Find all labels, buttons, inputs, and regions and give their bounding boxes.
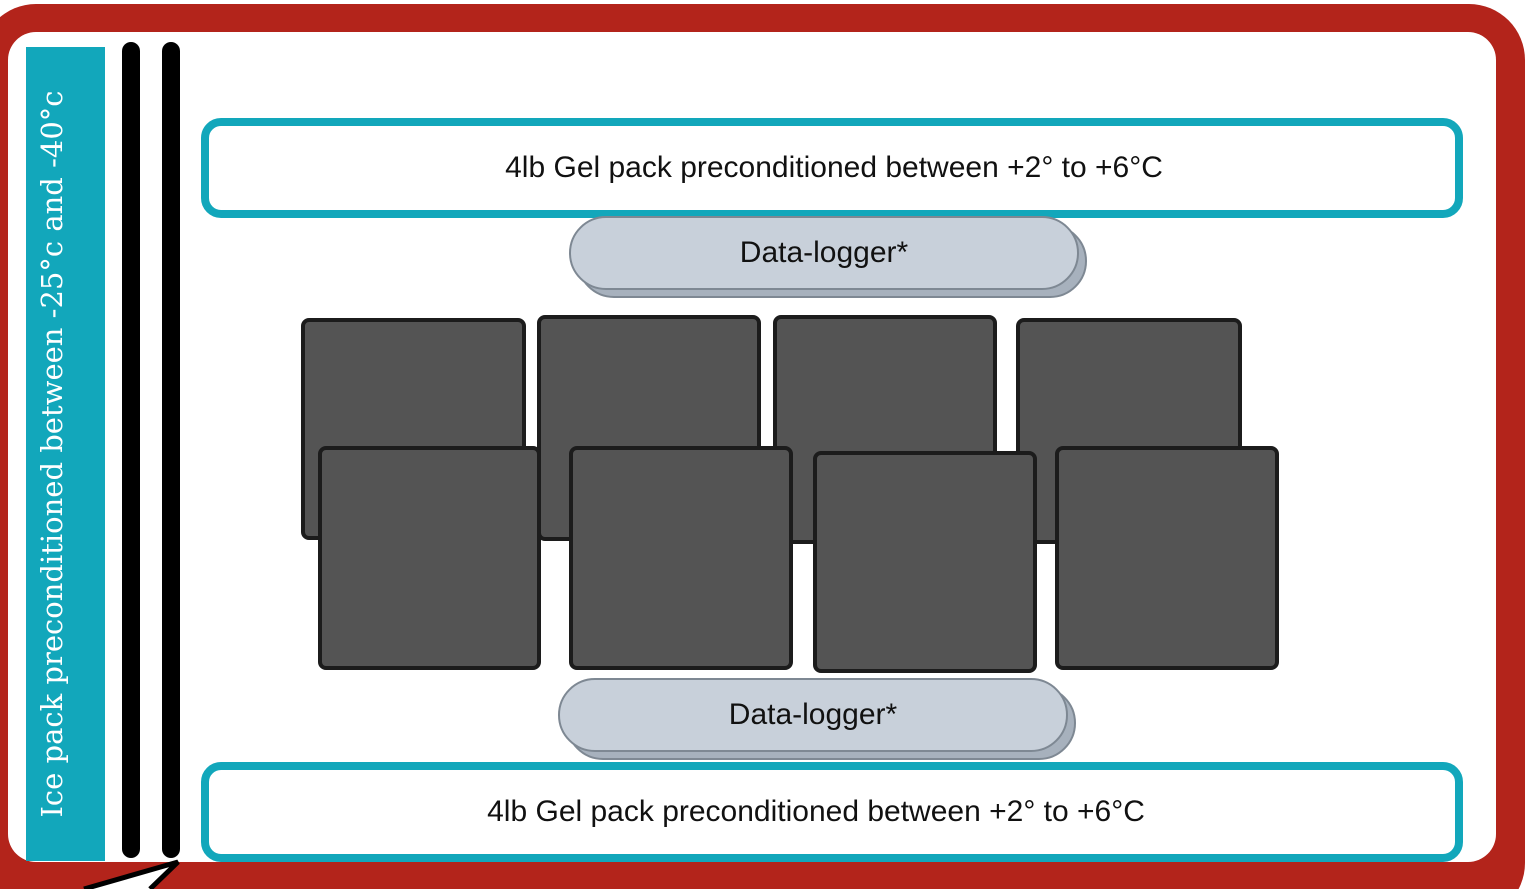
product-box-front-1 xyxy=(318,446,541,670)
data-logger-bottom-body: Data-logger* xyxy=(558,678,1068,752)
ice-pack-label: Ice pack preconditioned between -25°c an… xyxy=(35,90,69,818)
gel-pack-bottom-label: 4lb Gel pack preconditioned between +2° … xyxy=(487,795,1145,828)
data-logger-top: Data-logger* xyxy=(569,216,1087,298)
ice-pack xyxy=(26,47,105,861)
gel-pack-top: 4lb Gel pack preconditioned between +2° … xyxy=(201,118,1463,218)
data-logger-top-label: Data-logger* xyxy=(739,236,909,269)
gel-pack-bottom: 4lb Gel pack preconditioned between +2° … xyxy=(201,762,1463,862)
product-box-front-4 xyxy=(1055,446,1279,670)
data-logger-bottom: Data-logger* xyxy=(558,678,1076,760)
divider-bar-right xyxy=(162,42,180,858)
gel-pack-top-label: 4lb Gel pack preconditioned between +2° … xyxy=(505,151,1163,184)
data-logger-bottom-label: Data-logger* xyxy=(728,698,898,731)
divider-bar-left xyxy=(122,42,140,858)
product-box-front-2 xyxy=(569,446,793,670)
data-logger-top-body: Data-logger* xyxy=(569,216,1079,290)
product-box-front-3 xyxy=(813,451,1037,673)
